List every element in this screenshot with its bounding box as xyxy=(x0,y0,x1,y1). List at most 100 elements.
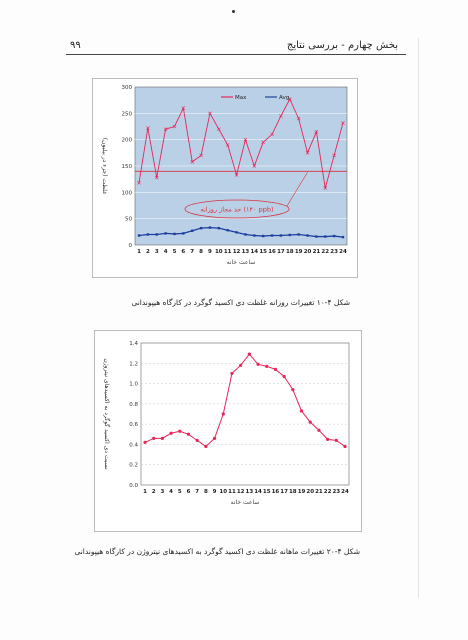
x-tick-label: 24 xyxy=(339,249,347,255)
data-point-avg xyxy=(261,234,265,238)
x-tick-label: 11 xyxy=(228,489,236,495)
x-tick-label: 20 xyxy=(304,249,312,255)
data-point-ratio xyxy=(291,388,295,392)
data-point-ratio xyxy=(343,444,347,449)
y-tick-label: 0.8 xyxy=(129,402,138,408)
data-point-ratio xyxy=(143,440,147,444)
x-tick-label: 19 xyxy=(298,489,306,495)
data-point-ratio xyxy=(169,431,173,435)
x-tick-label: 22 xyxy=(321,249,329,255)
y-tick-label: 100 xyxy=(122,190,133,196)
plot-area xyxy=(140,342,350,486)
y-tick-label: 0.2 xyxy=(129,463,138,469)
x-tick-label: 5 xyxy=(178,489,182,495)
data-point-ratio xyxy=(282,374,286,379)
data-point-ratio xyxy=(230,371,234,376)
figure-2-caption: شکل ۴-۲۰ تغییرات ماهانه غلظت دی اکسید گو… xyxy=(74,547,360,556)
data-point-avg xyxy=(182,232,185,235)
data-point-max xyxy=(305,151,310,155)
data-point-max xyxy=(172,124,177,129)
data-point-avg xyxy=(288,233,291,237)
data-point-avg xyxy=(270,234,274,237)
x-tick-label: 23 xyxy=(332,489,340,495)
data-point-avg xyxy=(253,234,256,237)
data-point-max xyxy=(296,116,301,121)
data-point-ratio xyxy=(265,364,269,368)
data-point-max xyxy=(154,175,159,180)
data-point-avg xyxy=(341,235,345,239)
y-tick-label: 1.0 xyxy=(129,382,138,388)
data-point-avg xyxy=(164,232,167,235)
y-axis-label: نسبت دی اکسید گوگرد به اکسیدهای نیتروژن xyxy=(103,358,111,470)
data-point-avg xyxy=(315,235,318,238)
y-tick-label: 1.4 xyxy=(129,341,138,347)
x-tick-label: 21 xyxy=(313,249,321,255)
x-tick-label: 2 xyxy=(146,249,150,255)
x-tick-label: 19 xyxy=(295,249,303,255)
data-point-max xyxy=(190,159,195,164)
data-point-avg xyxy=(199,226,203,230)
legend-max-label: Max xyxy=(235,95,247,101)
data-point-max xyxy=(252,164,257,168)
y-tick-label: 1.2 xyxy=(129,361,138,367)
data-point-ratio xyxy=(334,438,338,442)
data-point-max xyxy=(137,181,141,185)
data-point-avg xyxy=(297,233,300,236)
data-point-max xyxy=(208,111,212,116)
data-point-avg xyxy=(155,233,158,236)
data-point-ratio xyxy=(308,420,312,424)
data-point-max xyxy=(225,143,230,147)
data-point-avg xyxy=(226,229,229,232)
data-point-max xyxy=(341,121,345,125)
x-tick-label: 12 xyxy=(237,489,245,495)
threshold-label: حد مجاز روزانه (۱۴۰ ppb) xyxy=(201,206,274,214)
data-point-max xyxy=(332,153,336,158)
data-point-ratio xyxy=(186,432,191,436)
x-tick-label: 13 xyxy=(242,249,250,255)
x-tick-label: 16 xyxy=(268,249,276,255)
threshold-callout-ellipse xyxy=(184,199,290,219)
data-point-avg xyxy=(191,229,194,232)
x-tick-label: 4 xyxy=(164,249,168,255)
y-tick-label: 0.4 xyxy=(129,442,138,448)
data-point-max xyxy=(199,153,203,158)
x-tick-label: 17 xyxy=(280,489,288,495)
x-tick-label: 8 xyxy=(204,489,208,495)
data-point-avg xyxy=(173,232,176,236)
data-point-avg xyxy=(324,235,327,238)
x-tick-label: 15 xyxy=(263,489,271,495)
data-point-max xyxy=(287,97,292,101)
threshold-callout-pointer xyxy=(286,172,308,207)
x-tick-label: 20 xyxy=(306,489,314,495)
x-tick-label: 10 xyxy=(219,489,227,495)
data-point-max xyxy=(181,106,186,110)
data-point-max xyxy=(146,126,150,130)
data-point-avg xyxy=(306,234,309,237)
x-tick-label: 3 xyxy=(160,489,164,495)
x-axis-label: ساعت خانه xyxy=(231,499,260,506)
data-point-max xyxy=(270,132,274,137)
data-point-ratio xyxy=(212,436,217,440)
x-tick-label: 15 xyxy=(259,249,267,255)
data-point-max xyxy=(217,127,221,131)
x-tick-label: 3 xyxy=(155,249,159,255)
x-tick-label: 14 xyxy=(250,249,258,255)
y-axis-label: غلظت (جزء در بیلیون) xyxy=(101,138,108,195)
x-tick-label: 1 xyxy=(143,489,147,495)
x-tick-label: 18 xyxy=(289,489,297,495)
y-tick-label: 0 xyxy=(129,243,133,249)
data-point-avg xyxy=(137,234,141,237)
figure-1-caption: شکل ۴-۱۰ تغییرات روزانه غلظت دی اکسید گو… xyxy=(131,298,350,307)
data-point-avg xyxy=(235,231,238,234)
x-tick-label: 6 xyxy=(181,249,185,255)
x-tick-label: 11 xyxy=(224,249,232,255)
data-point-max xyxy=(314,129,319,134)
y-tick-label: 0.6 xyxy=(129,422,138,428)
legend-avg-label: Avg xyxy=(279,95,289,101)
data-point-ratio xyxy=(317,428,321,432)
series-avg-line xyxy=(138,226,344,238)
margin-line xyxy=(418,38,419,598)
x-tick-label: 10 xyxy=(215,249,223,255)
